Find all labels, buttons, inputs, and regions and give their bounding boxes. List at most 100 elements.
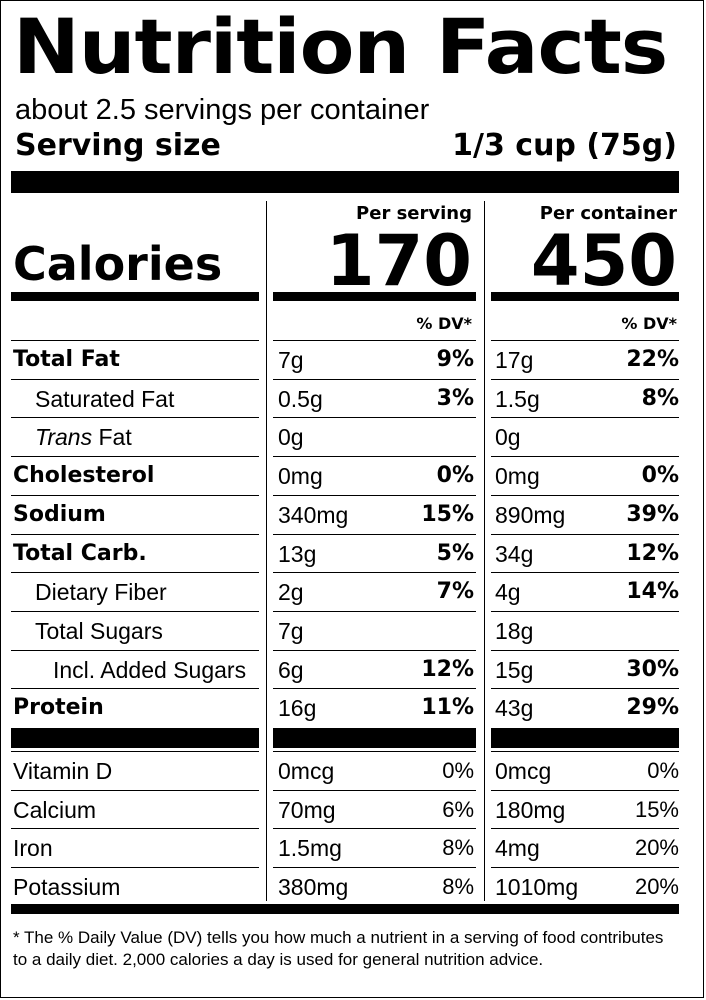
- amount-per-container: 4g: [495, 579, 521, 606]
- nutrient-name: Protein: [13, 689, 104, 727]
- amount-per-container: 1010mg: [495, 874, 579, 901]
- amount-per-serving: 13g: [278, 540, 317, 567]
- amount-per-serving: 380mg: [278, 874, 349, 901]
- vitamin-name: Potassium: [13, 868, 120, 906]
- nutrient-rule-1-seg-1: [273, 378, 476, 380]
- amount-per-container: 17g: [495, 347, 534, 373]
- calories-bar-left: [11, 292, 259, 301]
- vitamin-rule-3-seg-1: [273, 867, 476, 869]
- amount-per-serving: 2g: [278, 579, 304, 606]
- nutrient-rule-9-seg-0: [11, 688, 259, 690]
- amount-per-container: 34g: [495, 540, 534, 567]
- dv-per-container: 8%: [641, 385, 679, 411]
- dv-per-container: 20%: [634, 835, 679, 861]
- vitamin-row: Iron 1.5mg 8% 4mg 20%: [1, 829, 705, 867]
- nutrient-rule-7-seg-2: [491, 610, 679, 612]
- nutrient-row: Cholesterol 0mg 0% 0mg 0%: [1, 457, 705, 495]
- dv-per-serving: 0%: [436, 463, 474, 489]
- nutrient-row: Total Fat 7g 9% 17g 22%: [1, 341, 705, 379]
- dv-per-serving: 9%: [436, 347, 474, 372]
- amount-per-serving: 0g: [278, 424, 304, 451]
- nutrient-name-text: Dietary Fiber: [35, 579, 167, 606]
- nutrient-rule-3-seg-2: [491, 456, 679, 458]
- nutrient-name-italic: Trans: [35, 424, 93, 451]
- nutrient-rule-6-seg-1: [273, 572, 476, 574]
- dv-header-rule-seg-0: [11, 340, 259, 341]
- nutrient-rule-1-seg-2: [491, 378, 679, 380]
- amount-per-serving: 340mg: [278, 501, 349, 528]
- dv-per-container: 0%: [641, 463, 679, 489]
- column-divider-1: [266, 201, 267, 901]
- nutrient-rule-6-seg-2: [491, 572, 679, 574]
- vitamin-bar-left: [11, 728, 259, 748]
- amount-per-container: 0g: [495, 424, 521, 451]
- label-title: Nutrition Facts: [13, 2, 668, 91]
- nutrient-rule-4-seg-2: [491, 494, 679, 496]
- nutrient-rule-5-seg-1: [273, 533, 476, 535]
- vitamin-rule-1-seg-2: [491, 789, 679, 791]
- dv-per-container: 39%: [626, 501, 679, 527]
- vitamin-rule-1-seg-1: [273, 789, 476, 791]
- amount-per-container: 15g: [495, 656, 534, 683]
- nutrient-row: Total Sugars 7g 18g: [1, 612, 705, 650]
- amount-per-serving: 7g: [278, 617, 304, 644]
- vitamin-rule-0-seg-0: [11, 751, 259, 752]
- nutrient-name: Cholesterol: [13, 457, 154, 495]
- dv-per-serving: 11%: [421, 695, 474, 721]
- amount-per-serving: 1.5mg: [278, 835, 342, 862]
- calories-per-container: 450: [530, 220, 677, 302]
- nutrient-row: Saturated Fat 0.5g 3% 1.5g 8%: [1, 380, 705, 418]
- vitamin-row: Potassium 380mg 8% 1010mg 20%: [1, 868, 705, 906]
- amount-per-serving: 0.5g: [278, 385, 323, 412]
- amount-per-container: 180mg: [495, 796, 566, 823]
- amount-per-serving: 0mcg: [278, 758, 335, 784]
- dv-per-serving: 3%: [436, 385, 474, 411]
- vitamin-name: Calcium: [13, 791, 96, 829]
- amount-per-container: 0mg: [495, 463, 540, 490]
- nutrient-name: Saturated Fat: [35, 380, 174, 418]
- column-header-per-container: Per container: [539, 203, 677, 224]
- nutrient-name: Incl. Added Sugars: [53, 651, 246, 689]
- nutrient-name: Trans Fat: [35, 418, 132, 456]
- dv-per-container: 15%: [634, 796, 679, 822]
- nutrient-rule-4-seg-1: [273, 494, 476, 496]
- nutrient-rule-4-seg-0: [11, 494, 259, 496]
- nutrient-name: Sodium: [13, 496, 106, 534]
- nutrient-rule-2-seg-2: [491, 417, 679, 419]
- vitamin-rule-0-seg-1: [273, 751, 476, 752]
- nutrient-rule-3-seg-1: [273, 456, 476, 458]
- nutrient-rule-8-seg-0: [11, 649, 259, 651]
- nutrient-row: Trans Fat 0g 0g: [1, 418, 705, 456]
- servings-per-container: about 2.5 servings per container: [15, 94, 430, 126]
- nutrient-row: Total Carb. 13g 5% 34g 12%: [1, 535, 705, 573]
- dv-per-container: 0%: [647, 758, 679, 783]
- nutrient-rule-6-seg-0: [11, 572, 259, 574]
- dv-per-container: 14%: [626, 579, 679, 605]
- nutrient-rule-3-seg-0: [11, 456, 259, 458]
- nutrient-name-text: Protein: [13, 695, 104, 721]
- nutrient-name-text: Total Sugars: [35, 617, 163, 644]
- dv-per-container: 30%: [626, 656, 679, 682]
- nutrient-name-text: Total Fat: [13, 347, 120, 372]
- amount-per-serving: 0mg: [278, 463, 323, 490]
- dv-per-container: 29%: [626, 695, 679, 721]
- nutrient-rule-1-seg-0: [11, 378, 259, 380]
- nutrient-name: Total Fat: [13, 341, 120, 379]
- nutrient-rule-9-seg-2: [491, 688, 679, 690]
- dv-per-serving: 7%: [436, 579, 474, 605]
- vitamin-row: Vitamin D 0mcg 0% 0mcg 0%: [1, 752, 705, 790]
- vitamin-rule-0-seg-2: [491, 751, 679, 752]
- nutrient-rule-2-seg-0: [11, 417, 259, 419]
- nutrient-row: Dietary Fiber 2g 7% 4g 14%: [1, 573, 705, 611]
- nutrient-name-text: Vitamin D: [13, 758, 113, 784]
- nutrient-name-text: Iron: [13, 835, 53, 862]
- vitamin-rule-3-seg-2: [491, 867, 679, 869]
- nutrient-rule-7-seg-1: [273, 610, 476, 612]
- calories-bar-right: [491, 292, 679, 301]
- amount-per-serving: 7g: [278, 347, 304, 373]
- dv-per-container: 12%: [626, 540, 679, 566]
- nutrient-name: Dietary Fiber: [35, 573, 167, 611]
- amount-per-container: 1.5g: [495, 385, 540, 412]
- nutrient-rule-8-seg-1: [273, 649, 476, 651]
